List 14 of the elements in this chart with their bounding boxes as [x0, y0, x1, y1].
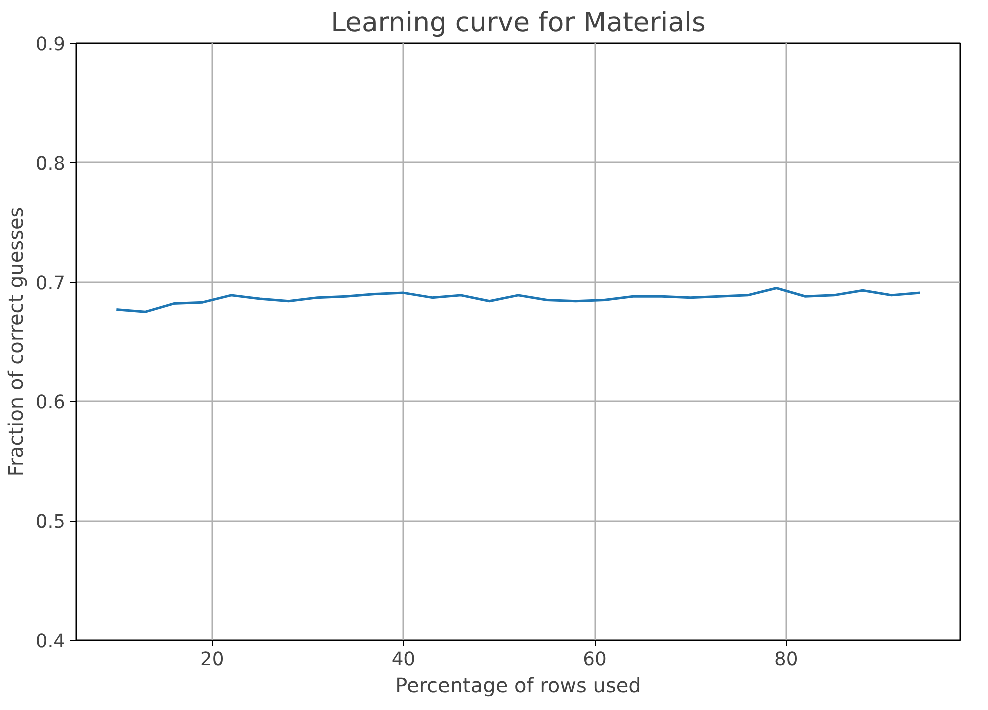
- x-tick-label: 20: [200, 650, 224, 670]
- y-tick-label: 0.4: [36, 632, 66, 652]
- x-tick-label: 40: [392, 650, 416, 670]
- y-axis-title: Fraction of correct guesses: [4, 207, 28, 477]
- y-tick-label: 0.8: [36, 154, 66, 175]
- y-tick-label: 0.7: [36, 273, 66, 294]
- y-tick-label: 0.6: [36, 392, 66, 414]
- x-axis-title: Percentage of rows used: [396, 674, 642, 698]
- y-tick-label: 0.9: [36, 34, 66, 56]
- x-tick-label: 80: [774, 650, 798, 670]
- line-series: [115, 287, 922, 314]
- chart-title: Learning curve for Materials: [331, 8, 706, 38]
- x-tick-label: 60: [583, 650, 607, 670]
- y-tick-label: 0.5: [36, 512, 66, 534]
